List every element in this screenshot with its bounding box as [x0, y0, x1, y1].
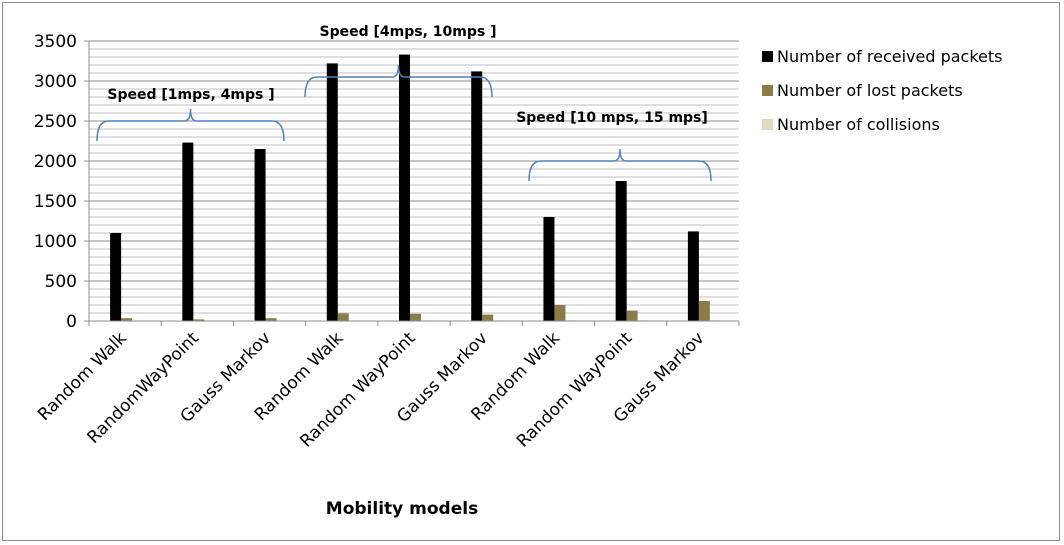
- legend-swatch: [762, 119, 773, 130]
- legend-label: Number of received packets: [777, 47, 1002, 66]
- y-tick-label: 1500: [34, 192, 77, 212]
- y-tick-label: 3500: [34, 32, 77, 52]
- bar-number-of-lost-packets: [482, 314, 494, 321]
- bar-number-of-lost-packets: [121, 318, 133, 321]
- speed-bracket: [528, 148, 712, 182]
- bar-number-of-received-packets: [615, 181, 627, 321]
- y-tick-label: 500: [45, 272, 77, 292]
- bar-number-of-received-packets: [471, 71, 483, 322]
- bar-number-of-lost-packets: [698, 301, 710, 321]
- y-tick-label: 2000: [34, 152, 77, 172]
- bar-number-of-received-packets: [543, 217, 555, 321]
- bar-number-of-lost-packets: [554, 305, 566, 321]
- bar-number-of-lost-packets: [626, 310, 638, 321]
- legend: Number of received packets Number of lost…: [762, 47, 1002, 134]
- bar-number-of-received-packets: [326, 63, 338, 322]
- bar-number-of-received-packets: [254, 149, 266, 321]
- bar-number-of-received-packets: [687, 231, 699, 321]
- speed-range-label: Speed [4mps, 10mps ]: [320, 24, 497, 40]
- bar-number-of-received-packets: [182, 142, 194, 321]
- y-tick-labels: 0 500 1000 1500 2000 2500 3000 3500: [34, 32, 77, 332]
- y-tick-label: 3000: [34, 72, 77, 92]
- y-tick-label: 0: [66, 312, 77, 332]
- legend-label: Number of collisions: [777, 115, 940, 134]
- legend-swatch: [762, 85, 773, 96]
- y-tick-label: 2500: [34, 112, 77, 132]
- bar-number-of-lost-packets: [337, 313, 349, 321]
- speed-bracket: [304, 64, 493, 98]
- speed-bracket: [96, 108, 285, 142]
- legend-swatch: [762, 51, 773, 62]
- bar-number-of-lost-packets: [193, 319, 205, 321]
- speed-brackets: Speed [1mps, 4mps ] Speed [4mps, 10mps ] S…: [96, 24, 712, 182]
- bar-number-of-lost-packets: [265, 318, 277, 321]
- speed-range-label: Speed [10 mps, 15 mps]: [516, 110, 708, 126]
- axes: [84, 40, 740, 326]
- x-axis-title: Mobility models: [326, 499, 478, 519]
- y-tick-label: 1000: [34, 232, 77, 252]
- bar-number-of-received-packets: [399, 54, 410, 321]
- legend-label: Number of lost packets: [777, 81, 963, 100]
- speed-range-label: Speed [1mps, 4mps ]: [107, 87, 274, 103]
- bar-number-of-received-packets: [110, 233, 122, 321]
- bar-number-of-lost-packets: [410, 313, 421, 321]
- bars: [110, 54, 721, 322]
